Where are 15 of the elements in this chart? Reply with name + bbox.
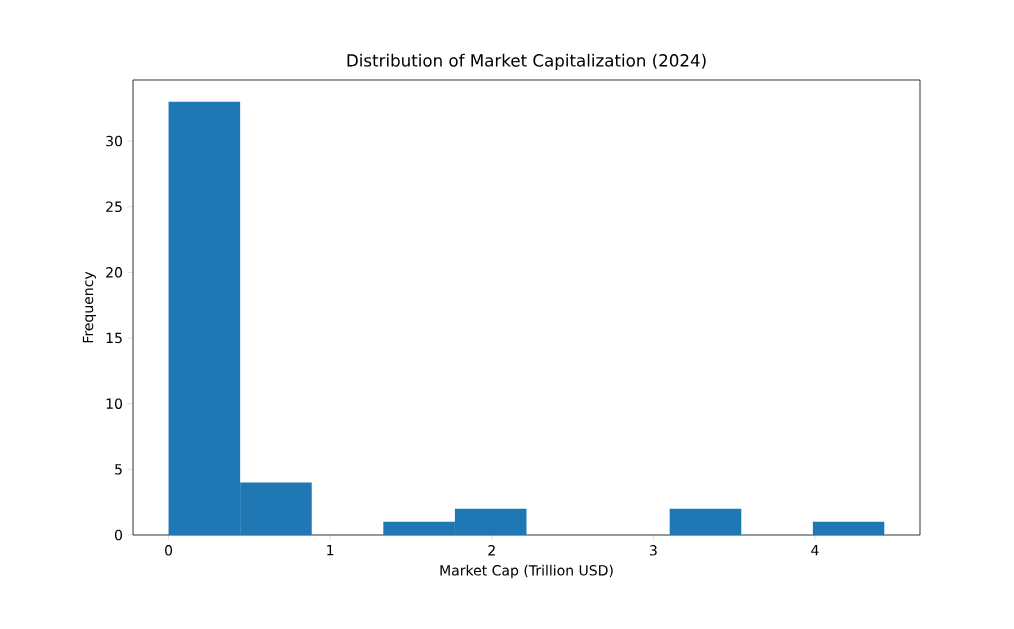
y-tick-label: 15 xyxy=(106,332,122,344)
x-tick-label: 3 xyxy=(649,545,657,556)
x-tick-label: 0 xyxy=(165,545,173,556)
x-axis-title: Market Cap (Trillion USD) xyxy=(440,564,613,579)
y-tick-label: 10 xyxy=(106,398,123,409)
x-tick-label: 4 xyxy=(811,545,819,556)
y-tick-label: 0 xyxy=(114,529,123,541)
y-tick-label: 25 xyxy=(106,201,122,212)
x-tick-label: 2 xyxy=(488,545,495,556)
y-axis-title: Frequency xyxy=(82,271,96,343)
y-tick-label: 30 xyxy=(106,135,123,147)
chart-title: Distribution of Market Capitalization (2024) xyxy=(347,53,706,70)
y-tick-label: 20 xyxy=(106,267,123,278)
y-tick-label: 5 xyxy=(115,464,122,475)
x-tick-label: 1 xyxy=(327,545,334,556)
